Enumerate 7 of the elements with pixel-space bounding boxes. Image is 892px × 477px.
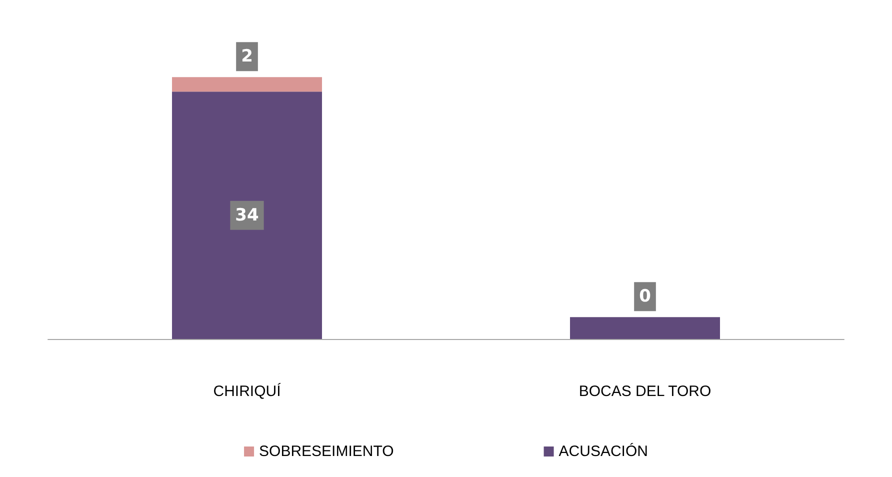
data-label: 0 bbox=[639, 286, 652, 307]
x-tick-label: BOCAS DEL TORO bbox=[578, 383, 712, 400]
legend-label: ACUSACIÓN bbox=[558, 442, 648, 460]
legend-label: SOBRESEIMIENTO bbox=[259, 443, 394, 460]
data-label: 2 bbox=[241, 46, 253, 67]
x-tick-label: CHIRIQUÍ bbox=[213, 382, 282, 400]
data-label: 34 bbox=[235, 205, 259, 226]
